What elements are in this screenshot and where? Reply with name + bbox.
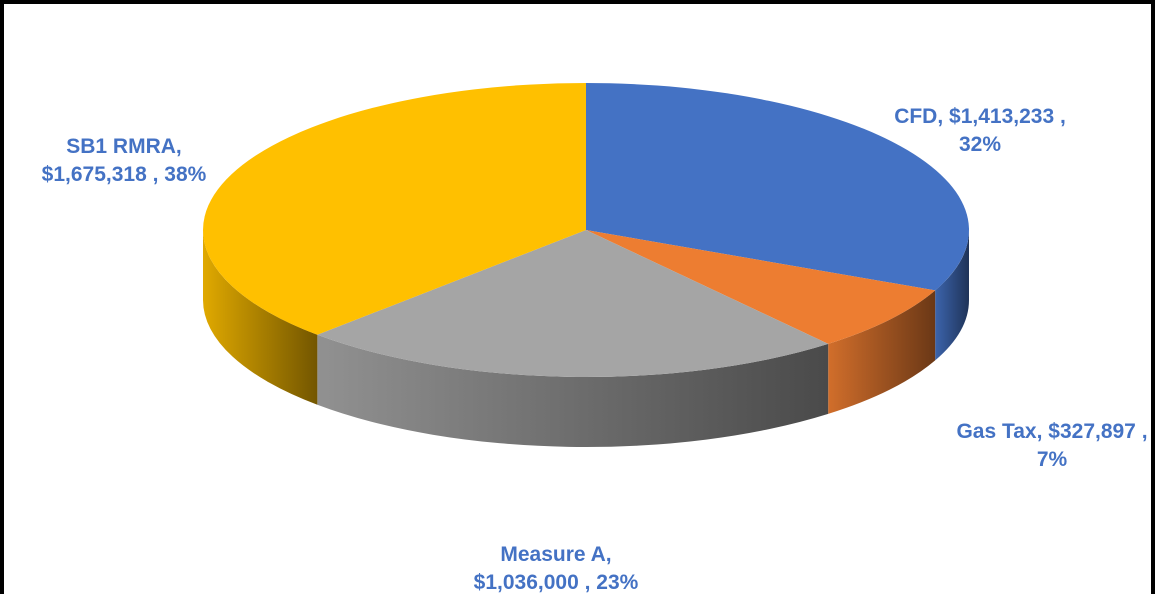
pie-side-walls [203, 230, 970, 448]
pie-slice-side-sb1-rmra [203, 230, 318, 405]
pie-chart: CFD, $1,413,233 , 32% Gas Tax, $327,897 ,7… [42, 83, 1148, 594]
pie-slice-sb1-rmra [203, 83, 586, 335]
data-labels: CFD, $1,413,233 , 32% Gas Tax, $327,897 ,7… [42, 105, 1148, 594]
pie-top [203, 83, 969, 377]
pie-slice-side-gas-tax [828, 290, 936, 414]
data-label-cfd: CFD, $1,413,233 , 32% [894, 105, 1066, 156]
data-label-sb1-rmra: SB1 RMRA, $1,675,318 , 38% [42, 135, 207, 186]
pie-slice-measure-a [317, 230, 829, 377]
data-label-gas-tax: Gas Tax, $327,897 , 7% [956, 420, 1147, 471]
data-label-measure-a: Measure A, $1,036,000 , 23% [474, 543, 639, 594]
pie-slice-cfd [586, 83, 969, 291]
pie-slice-side-measure-a [317, 334, 829, 448]
pie-slice-gas-tax [586, 230, 936, 344]
pie-slice-side-cfd [935, 230, 970, 361]
